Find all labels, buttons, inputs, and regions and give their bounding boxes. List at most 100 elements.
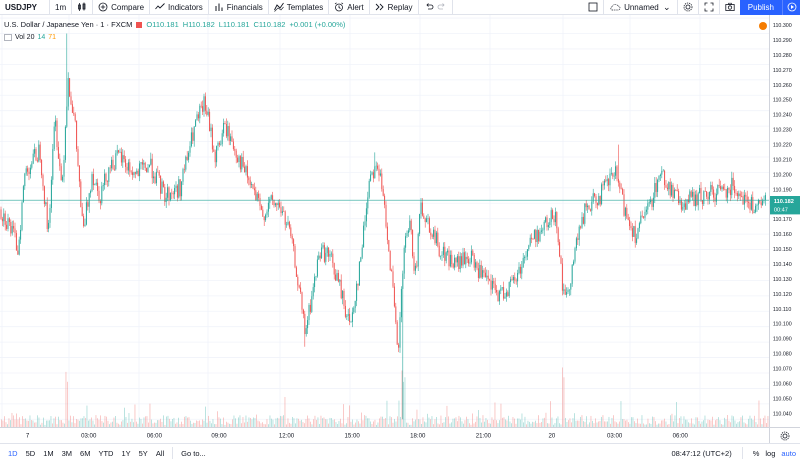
volume-bar (136, 421, 137, 427)
price-scale[interactable]: 110.300 110.290 110.280 110.270 110.260 110.2… (769, 15, 800, 427)
alert-label: Alert (347, 2, 364, 12)
candle-body (577, 238, 579, 240)
notification-dot-icon[interactable] (759, 22, 767, 30)
candle-body (420, 202, 422, 215)
volume-bar (17, 419, 19, 427)
candle-body (720, 186, 722, 190)
candle-body (206, 110, 208, 115)
volume-bar (200, 424, 202, 427)
volume-bar (169, 418, 170, 427)
volume-bar (685, 419, 686, 427)
volume-bar (608, 416, 610, 427)
interval-button[interactable]: 1m (50, 0, 73, 15)
axis-settings-button[interactable] (769, 427, 800, 443)
candle-body (78, 165, 80, 182)
range-1y[interactable]: 1Y (121, 448, 131, 458)
expand-button[interactable] (699, 0, 720, 15)
range-5y[interactable]: 5Y (138, 448, 148, 458)
compare-button[interactable]: Compare (93, 0, 151, 15)
candle-body (433, 229, 435, 237)
volume-bar (92, 420, 94, 427)
time-axis[interactable]: 7 03:00 06:00 09:00 12:00 15:00 18:00 21:00 20 03… (0, 427, 769, 443)
volume-bar (140, 418, 142, 427)
undo-icon[interactable] (424, 2, 434, 12)
candle-body (132, 172, 134, 176)
candle-body (20, 229, 22, 240)
candle-body (445, 252, 447, 261)
candle-body (80, 181, 82, 208)
candle-body (35, 149, 37, 161)
candle-body (734, 185, 736, 193)
candle-body (202, 106, 204, 112)
candle-body (46, 202, 48, 229)
candle-body (139, 163, 141, 177)
price-tick: 110.210 (773, 157, 792, 163)
volume-bar (31, 420, 32, 427)
snapshot-button[interactable] (720, 0, 740, 15)
range-all[interactable]: All (155, 448, 165, 458)
auto-toggle[interactable]: auto (781, 448, 796, 458)
candle-body (640, 215, 642, 224)
candle-body (554, 212, 556, 223)
templates-button[interactable]: Templates (269, 0, 330, 15)
play-button[interactable] (782, 0, 800, 15)
candle-body (528, 245, 530, 250)
volume-bar (554, 423, 556, 427)
log-toggle[interactable]: log (765, 448, 776, 458)
range-6m[interactable]: 6M (80, 448, 91, 458)
redo-icon[interactable] (437, 2, 447, 12)
range-5d[interactable]: 5D (25, 448, 36, 458)
volume-bar (724, 417, 725, 427)
candle-body (25, 168, 27, 174)
fullscreen-toggle[interactable] (583, 0, 605, 15)
settings-button[interactable] (678, 0, 699, 15)
alert-button[interactable]: Alert (329, 0, 370, 15)
volume-bar (40, 424, 41, 427)
range-1m[interactable]: 1M (43, 448, 54, 458)
price-chart[interactable] (0, 15, 769, 427)
candle-body (246, 166, 248, 178)
candle-body (104, 173, 106, 186)
volume-bar (178, 417, 179, 427)
percent-toggle[interactable]: % (752, 448, 760, 458)
volume-bar (2, 420, 4, 427)
candle-body (631, 228, 633, 237)
volume-bars (1, 367, 769, 427)
volume-bar (181, 421, 182, 427)
volume-bar (472, 413, 473, 427)
volume-bar (662, 420, 664, 427)
layout-menu[interactable]: Unnamed ⌄ (604, 0, 678, 15)
volume-bar (482, 415, 484, 427)
publish-button[interactable]: Publish (739, 0, 782, 15)
candle-body (596, 202, 598, 206)
volume-bar (458, 415, 460, 427)
price-tick: 110.270 (773, 68, 792, 74)
volume-bar (64, 423, 65, 427)
collapse-icon[interactable] (4, 34, 12, 41)
undo-redo-group (419, 0, 453, 15)
goto-button[interactable]: Go to... (181, 448, 206, 458)
volume-bar (382, 416, 383, 427)
chart-type-button[interactable] (72, 0, 94, 15)
volume-bar (1, 419, 2, 427)
symbol-search[interactable]: USDJPY (0, 0, 50, 15)
candle-body (700, 188, 702, 201)
volume-bar (268, 424, 269, 427)
volume-bar (674, 415, 676, 427)
candle-body (325, 252, 327, 262)
volume-bar (719, 420, 721, 427)
chevron-down-icon: ⌄ (662, 1, 671, 12)
candle-body (741, 196, 743, 197)
volume-bar (491, 417, 493, 427)
indicators-button[interactable]: Indicators (150, 0, 209, 15)
clock[interactable]: 08:47:12 (UTC+2) (671, 448, 732, 458)
candle-body (155, 171, 157, 184)
range-3m[interactable]: 3M (61, 448, 73, 458)
volume-bar (88, 420, 89, 427)
volume-bar (187, 417, 188, 427)
range-1d[interactable]: 1D (8, 448, 18, 458)
replay-button[interactable]: Replay (370, 0, 419, 15)
financials-button[interactable]: Financials (209, 0, 269, 15)
range-ytd[interactable]: YTD (98, 448, 114, 458)
volume-bar (445, 417, 446, 427)
